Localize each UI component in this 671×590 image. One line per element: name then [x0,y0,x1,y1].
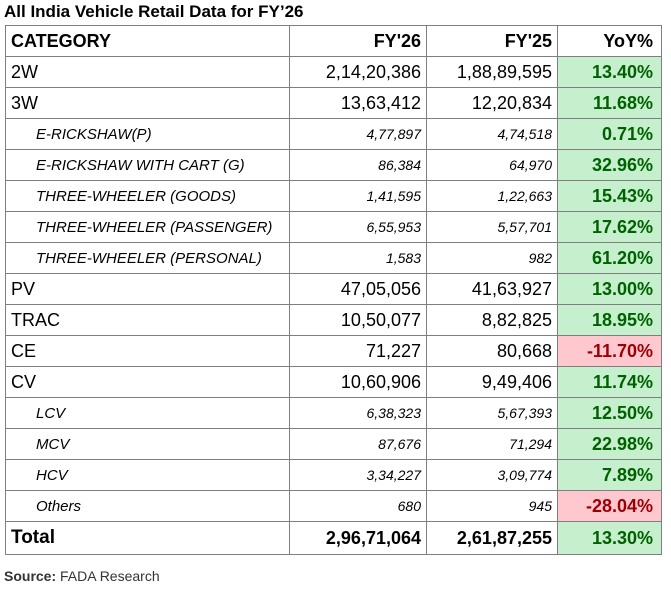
header-fy25: FY'25 [426,25,558,57]
row-fy25: 41,63,927 [426,273,558,305]
source-label: Source: [4,568,57,584]
row-yoy: 13.40% [557,56,662,88]
page-title: All India Vehicle Retail Data for FY’26 [4,2,304,21]
row-category: CE [5,335,290,367]
table-row: CV 10,60,906 9,49,406 11.74% [5,366,662,398]
row-fy25: 5,67,393 [426,397,558,429]
row-category: THREE-WHEELER (GOODS) [5,180,290,212]
row-fy26: 10,60,906 [289,366,427,398]
row-fy25: 5,57,701 [426,211,558,243]
row-category: PV [5,273,290,305]
table-row: CE 71,227 80,668 -11.70% [5,335,662,367]
table-row: E-RICKSHAW(P) 4,77,897 4,74,518 0.71% [5,118,662,150]
row-category: Others [5,490,290,522]
row-category: LCV [5,397,290,429]
row-fy26: 1,583 [289,242,427,274]
row-yoy: 11.68% [557,87,662,119]
total-fy25: 2,61,87,255 [426,521,558,555]
row-fy25: 982 [426,242,558,274]
row-fy25: 1,22,663 [426,180,558,212]
total-row: Total 2,96,71,064 2,61,87,255 13.30% [5,521,662,555]
row-fy26: 10,50,077 [289,304,427,336]
row-category: THREE-WHEELER (PASSENGER) [5,211,290,243]
table-row: 2W 2,14,20,386 1,88,89,595 13.40% [5,56,662,88]
table-row: PV 47,05,056 41,63,927 13.00% [5,273,662,305]
table-row: THREE-WHEELER (PASSENGER) 6,55,953 5,57,70… [5,211,662,243]
row-fy25: 3,09,774 [426,459,558,491]
table-row: THREE-WHEELER (PERSONAL) 1,583 982 61.20% [5,242,662,274]
table-row: E-RICKSHAW WITH CART (G) 86,384 64,970 32.9… [5,149,662,181]
row-yoy: 7.89% [557,459,662,491]
row-yoy: 12.50% [557,397,662,429]
table-row: Others 680 945 -28.04% [5,490,662,522]
table-row: THREE-WHEELER (GOODS) 1,41,595 1,22,663 15.… [5,180,662,212]
row-fy25: 1,88,89,595 [426,56,558,88]
row-fy26: 2,14,20,386 [289,56,427,88]
row-fy26: 1,41,595 [289,180,427,212]
row-fy25: 80,668 [426,335,558,367]
row-category: E-RICKSHAW WITH CART (G) [5,149,290,181]
row-category: HCV [5,459,290,491]
header-category: CATEGORY [5,25,290,57]
header-fy26: FY'26 [289,25,427,57]
source-text: FADA Research [60,568,160,584]
header-yoy: YoY% [557,25,662,57]
row-fy25: 71,294 [426,428,558,460]
row-fy25: 4,74,518 [426,118,558,150]
table-row: HCV 3,34,227 3,09,774 7.89% [5,459,662,491]
row-yoy: 13.00% [557,273,662,305]
row-yoy: 32.96% [557,149,662,181]
table-row: TRAC 10,50,077 8,82,825 18.95% [5,304,662,336]
table-row: MCV 87,676 71,294 22.98% [5,428,662,460]
table-row: 3W 13,63,412 12,20,834 11.68% [5,87,662,119]
row-fy26: 6,55,953 [289,211,427,243]
total-fy26: 2,96,71,064 [289,521,427,555]
row-fy25: 64,970 [426,149,558,181]
table-row: LCV 6,38,323 5,67,393 12.50% [5,397,662,429]
row-fy26: 680 [289,490,427,522]
row-yoy: 18.95% [557,304,662,336]
row-fy26: 6,38,323 [289,397,427,429]
row-fy26: 71,227 [289,335,427,367]
row-category: 2W [5,56,290,88]
row-fy25: 945 [426,490,558,522]
total-yoy: 13.30% [557,521,662,555]
row-yoy: 61.20% [557,242,662,274]
row-category: 3W [5,87,290,119]
table-header-row: CATEGORY FY'26 FY'25 YoY% [5,25,662,57]
row-fy25: 8,82,825 [426,304,558,336]
row-yoy: 17.62% [557,211,662,243]
row-category: THREE-WHEELER (PERSONAL) [5,242,290,274]
table-body: 2W 2,14,20,386 1,88,89,595 13.40% 3W 13,63,41… [5,56,662,522]
row-category: CV [5,366,290,398]
row-fy26: 4,77,897 [289,118,427,150]
row-fy26: 87,676 [289,428,427,460]
row-fy26: 86,384 [289,149,427,181]
row-fy26: 3,34,227 [289,459,427,491]
row-yoy: 15.43% [557,180,662,212]
row-yoy: 11.74% [557,366,662,398]
row-yoy: -11.70% [557,335,662,367]
row-yoy: -28.04% [557,490,662,522]
row-yoy: 22.98% [557,428,662,460]
row-fy25: 12,20,834 [426,87,558,119]
total-label: Total [5,521,290,555]
row-fy25: 9,49,406 [426,366,558,398]
row-fy26: 13,63,412 [289,87,427,119]
row-category: E-RICKSHAW(P) [5,118,290,150]
row-category: TRAC [5,304,290,336]
source-note: Source: FADA Research [4,568,160,584]
retail-data-table: CATEGORY FY'26 FY'25 YoY% 2W 2,14,20,386 1… [5,25,662,555]
row-category: MCV [5,428,290,460]
row-yoy: 0.71% [557,118,662,150]
row-fy26: 47,05,056 [289,273,427,305]
